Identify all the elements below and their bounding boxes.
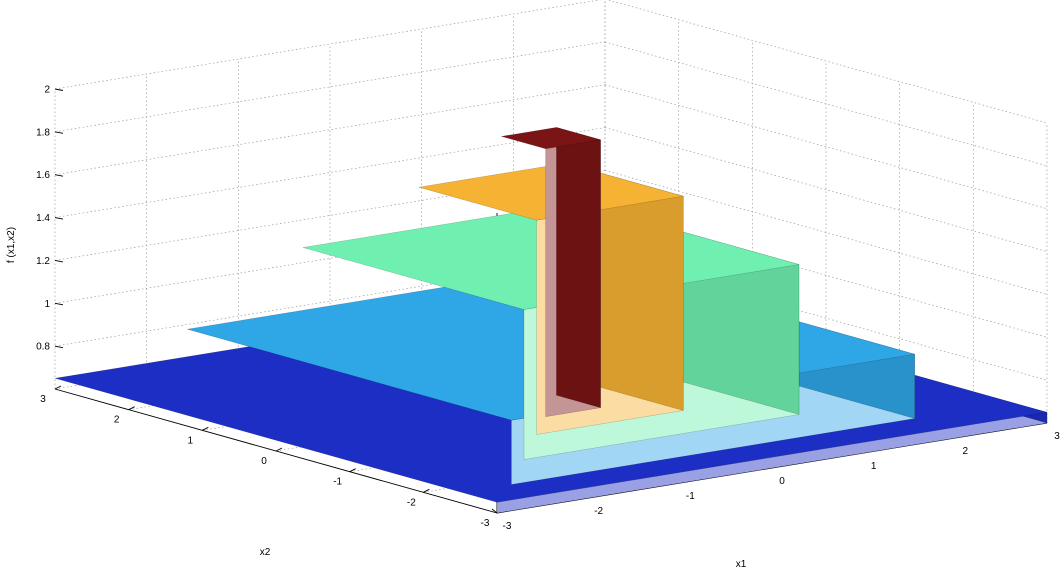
grid-line-z <box>54 84 606 176</box>
surface-level-5 <box>501 127 601 417</box>
z-tick-label: 0.8 <box>36 342 50 353</box>
x2-tick-label: -1 <box>333 477 342 488</box>
z-tick <box>54 88 64 91</box>
x2-tick <box>54 385 62 390</box>
x2-axis-label: x2 <box>260 547 271 558</box>
grid-line-z <box>604 84 1048 210</box>
level-5-top-face <box>501 127 601 149</box>
z-tick-label: 1.6 <box>36 170 50 181</box>
x2-tick-label: 0 <box>261 456 267 467</box>
x2-tick <box>423 488 430 493</box>
x1-tick-label: -2 <box>594 506 603 517</box>
x2-tick-label: -3 <box>481 518 490 529</box>
x2-tick-label: 3 <box>40 394 46 405</box>
x1-tick-label: -1 <box>686 491 695 502</box>
x2-tick-label: 2 <box>114 415 120 426</box>
surface-layer <box>54 127 1048 514</box>
x1-tick <box>491 508 498 514</box>
x1-axis-label: x1 <box>736 559 747 570</box>
x2-tick <box>275 447 283 452</box>
x1-tick-label: 3 <box>1054 431 1060 442</box>
x1-tick-label: 0 <box>779 476 785 487</box>
grid-line-z <box>54 127 606 218</box>
z-tick-label: 1.8 <box>36 127 50 138</box>
z-tick-label: 1.2 <box>36 256 50 267</box>
z-tick <box>54 174 64 177</box>
x2-tick-label: 1 <box>188 435 194 446</box>
x2-tick <box>349 468 356 473</box>
z-tick-label: 1 <box>44 299 50 310</box>
grid-line-z <box>54 0 602 90</box>
x2-tick-label: -2 <box>407 497 416 508</box>
x2-tick <box>128 406 135 411</box>
z-tick <box>54 131 64 134</box>
label-layer: 0.8 1 1.2 1.4 1.6 1.8 2 -3 -2 -1 0 1 2 3 -3 -2 -1 0 1 2 3 f (… <box>6 85 1060 571</box>
x1-tick-label: 1 <box>871 461 877 472</box>
z-tick <box>54 302 64 306</box>
x1-tick-label: 2 <box>963 446 969 457</box>
x1-tick-label: -3 <box>503 521 512 532</box>
grid-line-z <box>607 0 1048 124</box>
z-tick-label: 1.4 <box>36 213 50 224</box>
x2-tick <box>202 426 209 431</box>
z-axis-label: f (x1,x2) <box>6 227 17 263</box>
z-tick <box>54 259 64 263</box>
grid-line-z <box>604 127 1048 252</box>
z-tick <box>54 217 64 220</box>
z-tick-label: 2 <box>44 85 50 96</box>
level-5-side-face <box>556 127 601 408</box>
z-tick <box>54 345 64 349</box>
